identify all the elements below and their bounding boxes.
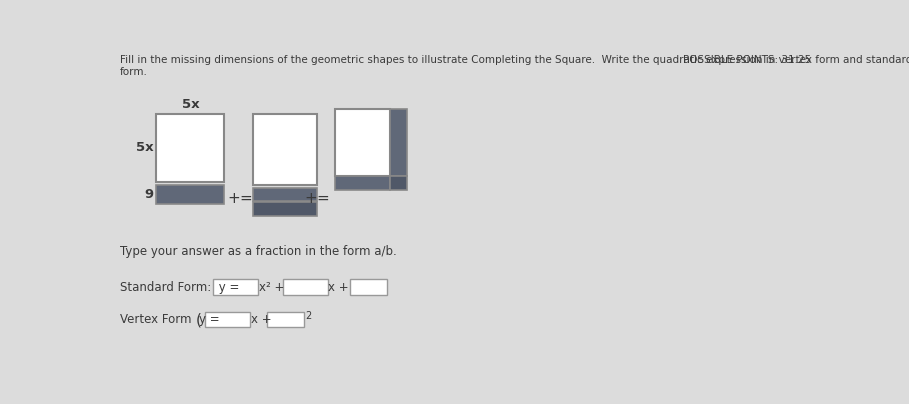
Bar: [156, 185, 225, 204]
Bar: [335, 109, 390, 176]
Text: =: =: [239, 191, 252, 206]
Text: form.: form.: [120, 67, 147, 77]
Bar: [253, 202, 317, 216]
Bar: [253, 114, 317, 185]
Bar: [267, 312, 305, 327]
Bar: [205, 312, 250, 327]
Text: POSSIBLE POINTS: 31.25: POSSIBLE POINTS: 31.25: [683, 55, 811, 65]
Text: Vertex Form  y =: Vertex Form y =: [120, 313, 219, 326]
Bar: [253, 188, 317, 201]
Text: 5x: 5x: [135, 141, 153, 154]
Bar: [156, 114, 225, 182]
Text: Type your answer as a fraction in the form a/b.: Type your answer as a fraction in the fo…: [120, 245, 396, 258]
Text: x² +: x² +: [258, 281, 284, 294]
Text: 2: 2: [305, 311, 311, 321]
Text: Fill in the missing dimensions of the geometric shapes to illustrate Completing : Fill in the missing dimensions of the ge…: [120, 55, 909, 65]
Bar: [350, 280, 387, 295]
Text: x +: x +: [251, 313, 272, 326]
Text: +: +: [305, 191, 317, 206]
Text: Standard Form:  y =: Standard Form: y =: [120, 281, 239, 294]
Bar: [390, 176, 407, 190]
Bar: [283, 280, 327, 295]
Bar: [390, 109, 407, 176]
Text: +: +: [227, 191, 240, 206]
Bar: [335, 176, 390, 190]
Text: 9: 9: [144, 188, 153, 201]
Text: =: =: [316, 191, 329, 206]
Bar: [213, 280, 258, 295]
Text: x +: x +: [328, 281, 349, 294]
Text: 5x: 5x: [182, 98, 199, 111]
Text: (: (: [195, 312, 201, 327]
